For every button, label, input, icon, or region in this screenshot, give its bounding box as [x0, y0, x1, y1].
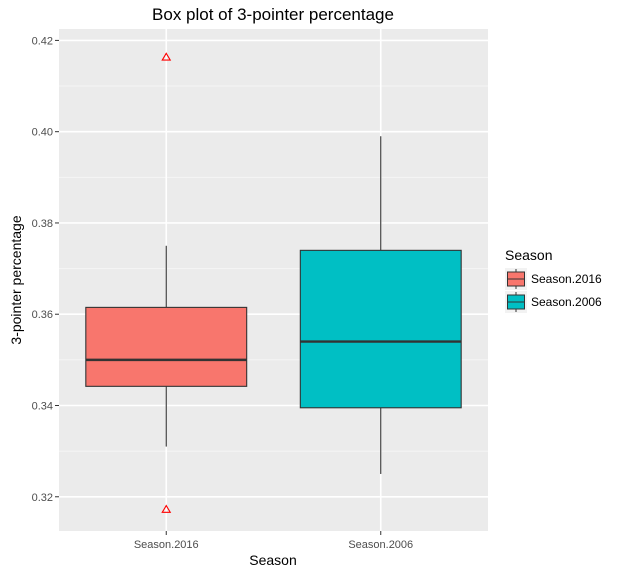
legend-label: Season.2016	[531, 272, 602, 286]
y-tick-label: 0.38	[32, 218, 53, 230]
y-tick-label: 0.32	[32, 492, 53, 504]
y-tick-label: 0.42	[32, 35, 53, 47]
box-Season.2006	[299, 136, 462, 474]
box-body	[299, 249, 462, 409]
chart-title: Box plot of 3-pointer percentage	[152, 5, 394, 24]
x-tick-label: Season.2006	[348, 539, 413, 551]
y-axis: 0.32 0.34 0.36 0.38 0.40 0.42	[32, 35, 59, 504]
outlier-point	[161, 504, 172, 513]
y-tick-label: 0.36	[32, 309, 53, 321]
x-axis-title: Season	[249, 552, 296, 568]
legend: Season Season.2016 Season.2006	[505, 247, 602, 313]
box-Season.2016	[85, 52, 248, 513]
y-tick-label: 0.40	[32, 127, 53, 139]
legend-title: Season	[505, 247, 552, 263]
y-tick-label: 0.34	[32, 401, 53, 413]
legend-item: Season.2016	[505, 268, 602, 290]
box-body	[85, 306, 248, 387]
boxes	[85, 52, 462, 513]
x-axis: Season.2016 Season.2006	[134, 531, 413, 551]
outlier-point	[161, 52, 172, 61]
x-tick-label: Season.2016	[134, 539, 199, 551]
y-axis-title: 3-pointer percentage	[8, 215, 24, 344]
legend-item: Season.2006	[505, 291, 602, 313]
legend-label: Season.2006	[531, 295, 602, 309]
